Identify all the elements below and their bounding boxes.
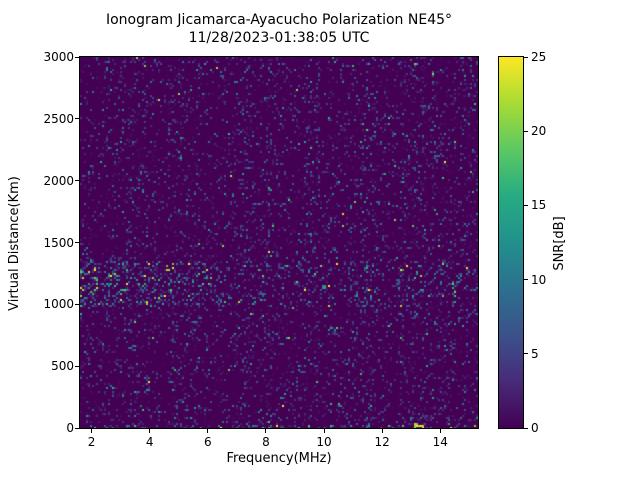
x-tick-label: 2 (87, 435, 96, 449)
colorbar-tick (524, 130, 528, 132)
x-tick-label: 6 (203, 435, 212, 449)
plot-area (79, 56, 479, 429)
y-tick (75, 180, 79, 182)
y-tick (75, 56, 79, 58)
x-tick-label: 8 (262, 435, 270, 449)
y-tick-label: 500 (51, 359, 74, 374)
colorbar-gradient (499, 57, 523, 428)
y-tick (75, 303, 79, 305)
colorbar (498, 56, 524, 429)
colorbar-tick (524, 279, 528, 281)
colorbar-tick-label: 20 (531, 124, 547, 139)
colorbar-tick (524, 204, 528, 206)
x-tick (323, 429, 325, 433)
colorbar-tick-label: 15 (531, 198, 547, 213)
x-tick (439, 429, 441, 433)
colorbar-tick-label: 0 (531, 421, 539, 435)
page-subtitle: 11/28/2023-01:38:05 UTC (188, 30, 370, 46)
heatmap-canvas (80, 57, 478, 428)
y-tick (75, 242, 79, 243)
x-tick-label: 14 (432, 435, 448, 449)
colorbar-tick-label: 10 (531, 272, 547, 287)
colorbar-tick-label: 25 (531, 50, 547, 64)
y-tick (75, 365, 79, 367)
y-tick (75, 427, 79, 429)
x-tick-label: 10 (316, 435, 332, 449)
colorbar-tick (524, 427, 528, 429)
y-tick-label: 2500 (43, 111, 74, 126)
x-tick (149, 429, 151, 433)
y-tick-label: 1000 (43, 297, 74, 312)
colorbar-label: SNR[dB] (552, 216, 567, 271)
y-tick-label: 3000 (43, 50, 74, 64)
colorbar-tick-label: 5 (531, 346, 539, 361)
x-tick (207, 429, 209, 433)
x-axis-label: Frequency(MHz) (226, 451, 332, 466)
x-tick (381, 429, 383, 433)
y-tick-label: 1500 (43, 235, 74, 250)
x-tick (91, 429, 93, 433)
x-tick (265, 429, 267, 433)
y-tick-label: 0 (66, 421, 74, 435)
y-axis-label: Virtual Distance(Km) (7, 176, 22, 311)
page-title: Ionogram Jicamarca-Ayacucho Polarization… (105, 12, 453, 28)
x-tick-label: 12 (374, 435, 390, 449)
x-tick-label: 4 (145, 435, 154, 449)
colorbar-tick (524, 56, 528, 58)
y-tick-label: 2000 (43, 173, 74, 188)
colorbar-tick (524, 353, 528, 355)
y-tick (75, 118, 79, 120)
